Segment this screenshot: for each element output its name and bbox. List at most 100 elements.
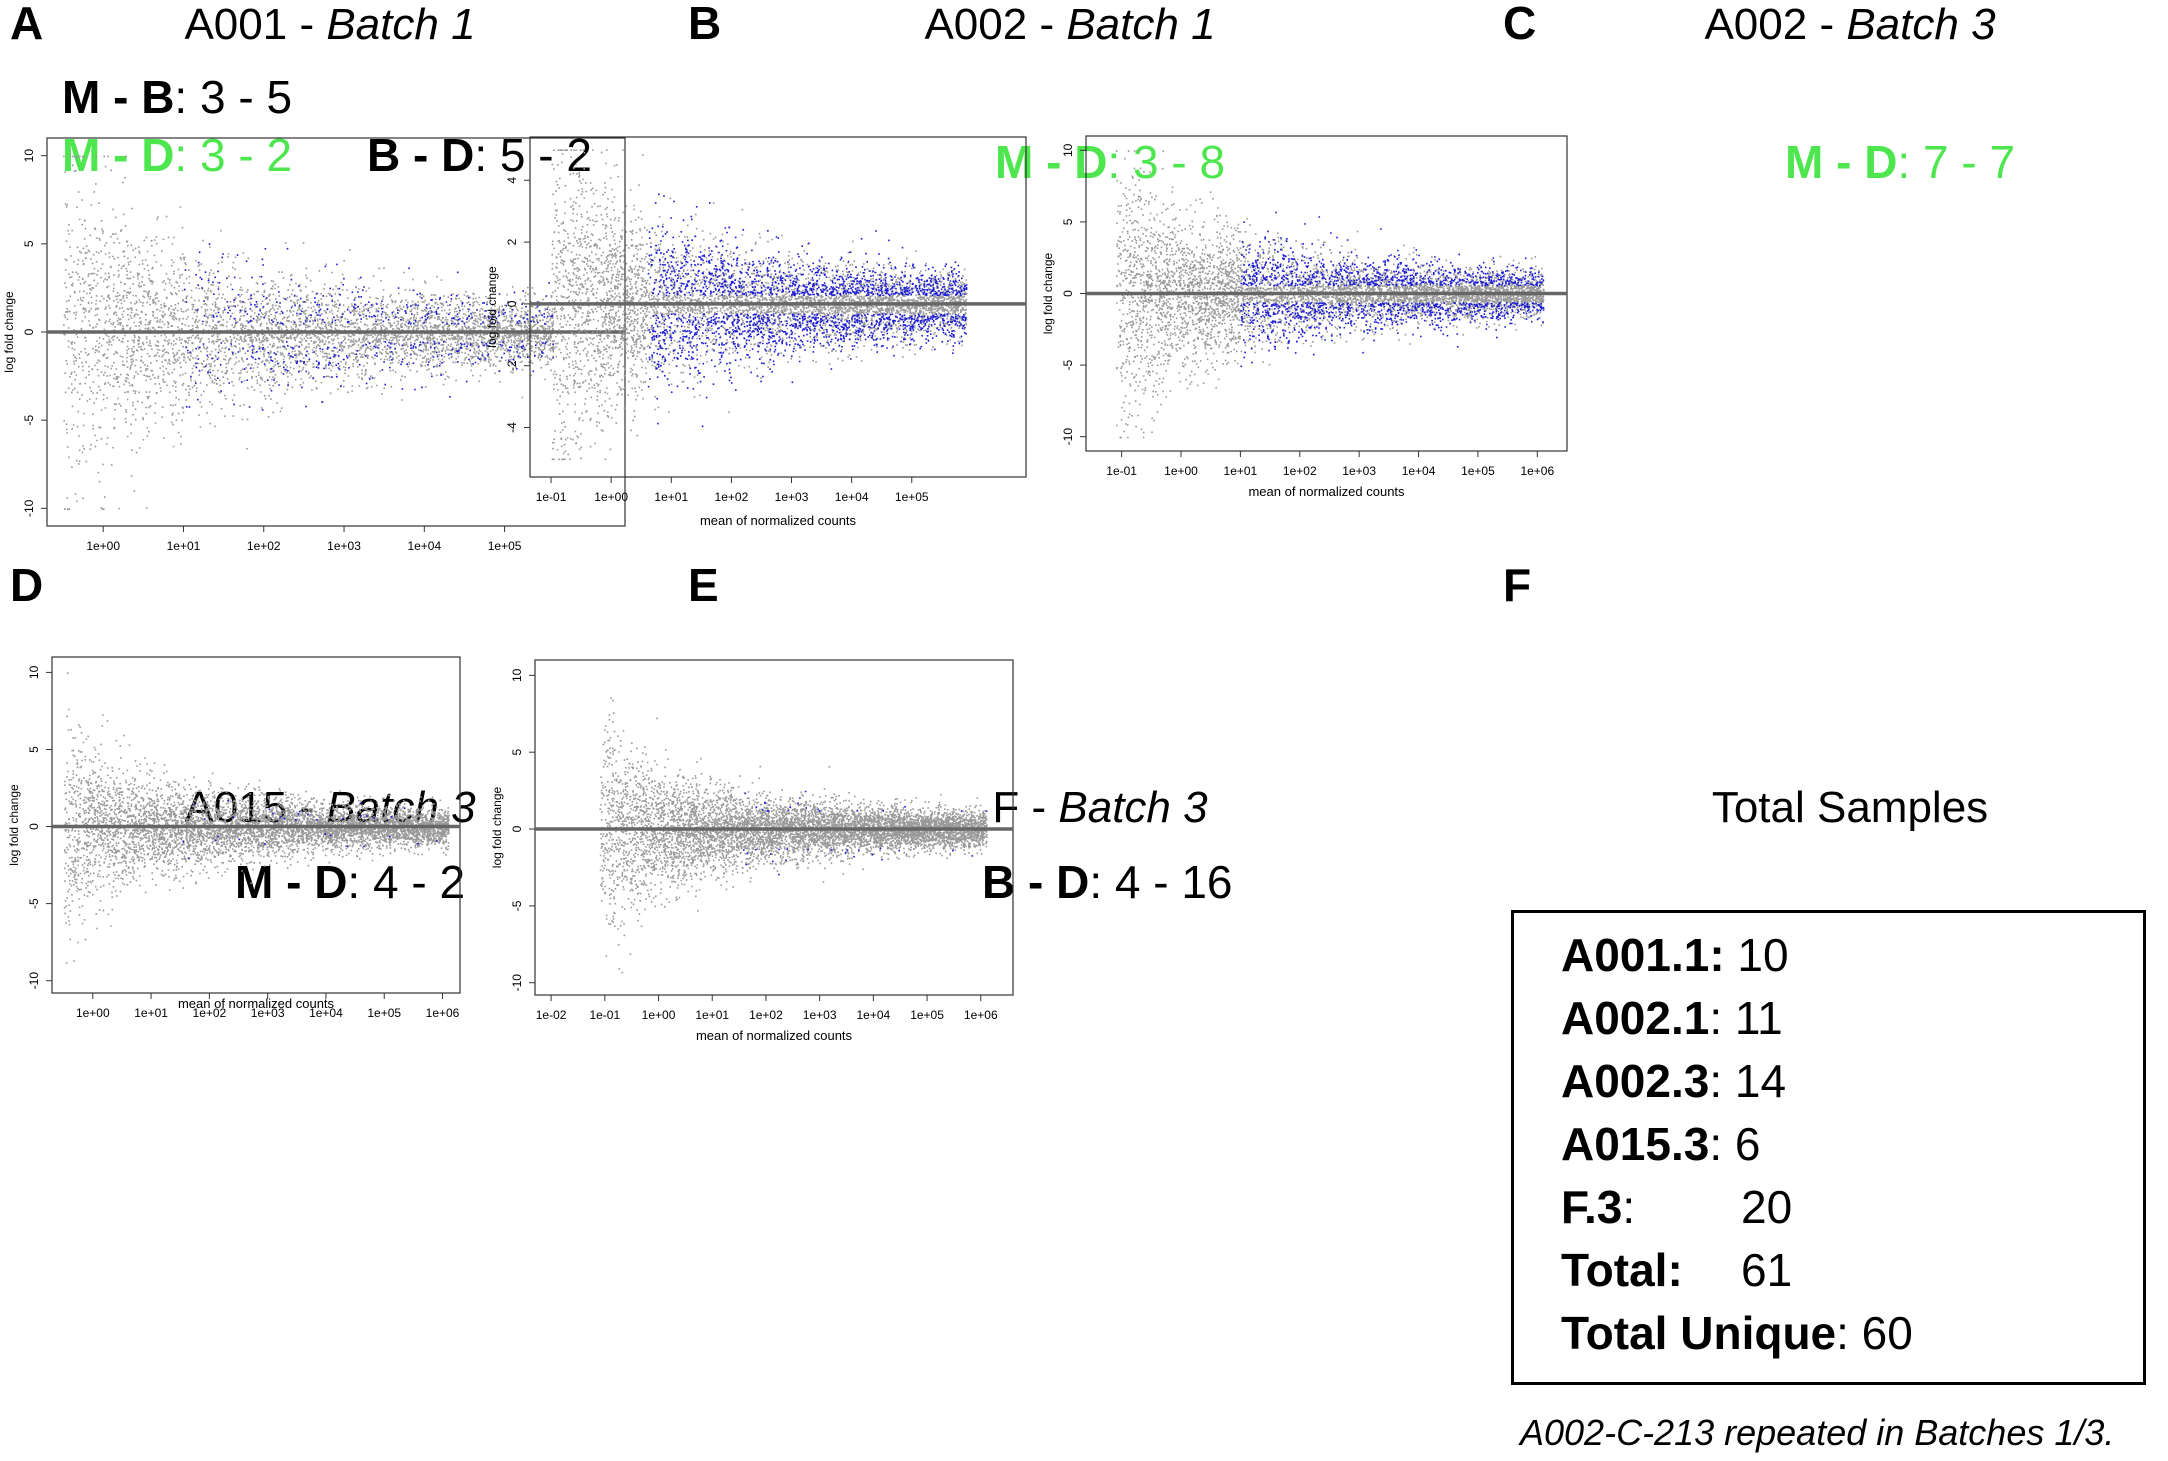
comparison-value: : 4 - 2 [347, 856, 466, 908]
panel-batch-a: Batch 1 [326, 0, 476, 49]
panel-sample-a: A001 - [184, 0, 327, 49]
panel-letter-c: C [1503, 0, 1537, 49]
x-tick-label: 1e+00 [642, 1008, 676, 1022]
x-tick-label: 1e+04 [407, 539, 441, 553]
x-tick-label: 1e+06 [964, 1008, 998, 1022]
summary-box: A001.1: 10 A002.1: 11 A002.3: 14 A015.3:… [1511, 910, 2146, 1385]
panel-batch-b: Batch 1 [1066, 0, 1216, 49]
summary-row-label: F.3 [1561, 1181, 1623, 1233]
summary-row-value: 20 [1741, 1181, 1793, 1233]
comparison-c-md: M - D: 7 - 7 [1785, 135, 2015, 189]
x-tick-label: 1e+01 [654, 490, 688, 504]
summary-row-value: 10 [1724, 929, 1789, 981]
y-tick-label: -10 [510, 974, 524, 992]
x-tick-label: 1e+01 [1224, 464, 1258, 478]
chart-b: 1e-01 1e+00 1e+01 1e+02 1e+03 1e+04 1e+05 -4 -2 0… [485, 136, 1027, 528]
chart-d: 1e+00 1e+01 1e+02 1e+03 1e+04 1e+05 1e+06 -10 -5… [7, 656, 461, 1020]
comparison-value: : 4 - 16 [1089, 856, 1233, 908]
x-tick-label: 1e+00 [594, 490, 628, 504]
x-axis-label: mean of normalized counts [1248, 484, 1405, 499]
summary-row-a002-1: A002.1: 11 [1561, 991, 1783, 1045]
x-tick-label: 1e-02 [536, 1008, 567, 1022]
panel-title-a: A001 - Batch 1 [110, 0, 550, 50]
panel-title-b: A002 - Batch 1 [850, 0, 1290, 50]
comparison-value: : 3 - 5 [174, 71, 293, 123]
x-tick-label: 1e+05 [895, 490, 929, 504]
x-tick-label: 1e+06 [426, 1006, 460, 1020]
non-significant-points [63, 672, 450, 964]
x-tick-label: 1e+02 [247, 539, 281, 553]
y-tick-label: -4 [505, 422, 519, 433]
x-tick-label: 1e+05 [910, 1008, 944, 1022]
x-tick-label: 1e-01 [1106, 464, 1137, 478]
y-tick-label: 2 [505, 238, 519, 245]
x-tick-label: 1e+03 [251, 1006, 285, 1020]
x-tick-label: 1e+03 [803, 1008, 837, 1022]
y-tick-label: 5 [22, 240, 36, 247]
y-tick-label: -5 [22, 415, 36, 426]
x-tick-label: 1e+00 [1164, 464, 1198, 478]
x-axis-label: mean of normalized counts [696, 1028, 853, 1043]
summary-row-label: Total: [1561, 1244, 1683, 1296]
summary-row-f3: F.3: 20 [1561, 1180, 1861, 1234]
x-tick-label: 1e-01 [536, 490, 567, 504]
panel-letter-f: F [1503, 559, 1532, 611]
comparison-label: M - B [62, 71, 175, 123]
summary-row-value: : 6 [1709, 1118, 1761, 1170]
x-tick-label: 1e+03 [327, 539, 361, 553]
chart-c: 1e-01 1e+00 1e+01 1e+02 1e+03 1e+04 1e+05 1e+06… [1041, 135, 1568, 499]
comparison-value: : 7 - 7 [1897, 136, 2016, 188]
y-tick-label: -10 [22, 499, 36, 517]
x-tick-label: 1e+00 [86, 539, 120, 553]
summary-row-a015-3: A015.3: 6 [1561, 1117, 1761, 1171]
summary-row-colon: : [1622, 1181, 1636, 1233]
x-tick-label: 1e+04 [857, 1008, 891, 1022]
y-tick-label: 0 [505, 300, 519, 307]
x-tick-label: 1e-01 [589, 1008, 620, 1022]
summary-title: Total Samples [1711, 783, 1989, 832]
y-axis-label: log fold change [7, 784, 21, 866]
x-axis-label: mean of normalized counts [178, 996, 335, 1011]
x-tick-label: 1e+02 [715, 490, 749, 504]
x-tick-label: 1e+01 [134, 1006, 168, 1020]
panel-letter-a: A [10, 0, 44, 49]
y-tick-label: -5 [27, 898, 41, 909]
panel-sample-c: A002 - [1704, 0, 1847, 49]
summary-row-value: : 14 [1709, 1055, 1787, 1107]
y-axis-label: log fold change [485, 266, 499, 348]
x-tick-label: 1e+01 [167, 539, 201, 553]
summary-row-unique: Total Unique: 60 [1561, 1306, 1913, 1360]
x-tick-label: 1e+00 [76, 1006, 110, 1020]
x-tick-label: 1e+03 [1342, 464, 1376, 478]
y-tick-label: 0 [22, 328, 36, 335]
x-tick-label: 1e+02 [193, 1006, 227, 1020]
comparison-label: B - D [982, 856, 1090, 908]
plot-frame [529, 136, 1027, 478]
x-tick-label: 1e+05 [488, 539, 522, 553]
summary-row-a001: A001.1: 10 [1561, 928, 1789, 982]
x-tick-label: 1e+03 [775, 490, 809, 504]
summary-row-label: Total Unique [1561, 1307, 1837, 1359]
panel-batch-e: Batch 3 [1058, 783, 1208, 832]
comparison-b-md: M - D: 3 - 8 [995, 135, 1225, 189]
y-tick-label: -10 [1061, 428, 1075, 446]
y-axis-label: log fold change [1041, 252, 1055, 334]
x-tick-label: 1e+05 [1461, 464, 1495, 478]
y-tick-label: 4 [505, 177, 519, 184]
x-tick-label: 1e+06 [1520, 464, 1554, 478]
non-significant-points [599, 697, 988, 974]
comparison-a-mb: M - B: 3 - 5 [62, 70, 292, 124]
y-tick-label: 0 [510, 825, 524, 832]
comparison-label: M - D [1785, 136, 1898, 188]
panel-letter-d: D [10, 559, 44, 611]
y-tick-label: 0 [1061, 290, 1075, 297]
summary-row-value: : 11 [1709, 992, 1783, 1044]
panel-letter-b: B [688, 0, 722, 49]
panel-sample-b: A002 - [924, 0, 1067, 49]
x-tick-label: 1e+05 [367, 1006, 401, 1020]
y-tick-label: -2 [505, 360, 519, 371]
summary-row-label: A002.3 [1561, 1055, 1710, 1107]
summary-row-label: A002.1 [1561, 992, 1710, 1044]
y-tick-label: 5 [510, 749, 524, 756]
